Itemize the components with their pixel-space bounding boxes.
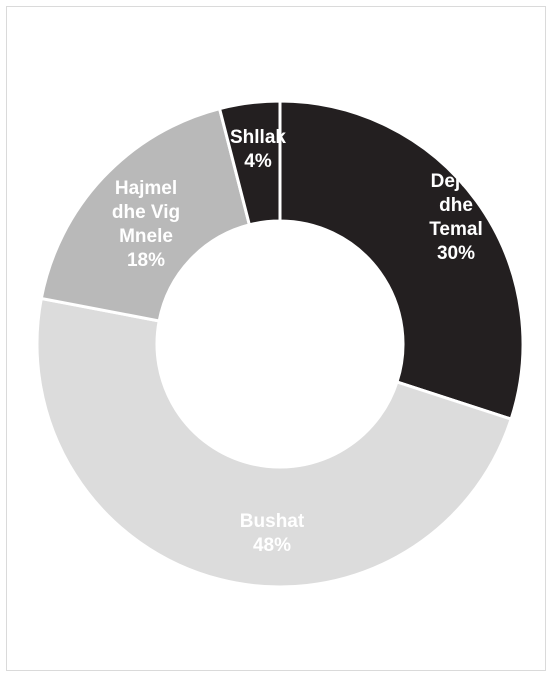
slice-label-vau-dej-s-dhe-temal: Vau Dejës dhe Temal 30% [429,147,483,264]
slice-label-shllak: Shllak 4% [230,127,286,172]
slice-label-line: dhe [439,195,473,216]
slice-bushat [35,296,513,589]
slice-shllak [217,99,282,227]
donut-slices [35,99,525,589]
slice-label-line: 18% [127,250,165,271]
slice-label-line: 30% [437,243,475,264]
slice-vau-dej-s-dhe-temal [278,99,525,421]
slice-label-line: Temal [429,219,483,240]
slice-label-line: dhe Vig [112,202,180,223]
donut-labels: Vau Dejës dhe Temal 30% Bushat 48% Hajmel dhe Vi… [112,127,483,556]
slice-hajmel-dhe-vig-mnele [39,106,252,323]
slice-label-hajmel-dhe-vig-mnele: Hajmel dhe Vig Mnele 18% [112,178,180,271]
slice-label-line: Mnele [119,226,173,247]
slice-label-bushat: Bushat 48% [240,511,305,556]
slice-label-line: 4% [244,151,272,172]
slice-label-line: Dejës [431,171,482,192]
slice-label-line: Bushat [240,511,305,532]
slice-label-line: 48% [253,535,291,556]
slice-label-line: Hajmel [115,178,177,199]
slice-label-line: Shllak [230,127,286,148]
slice-label-line: Vau [439,147,473,168]
